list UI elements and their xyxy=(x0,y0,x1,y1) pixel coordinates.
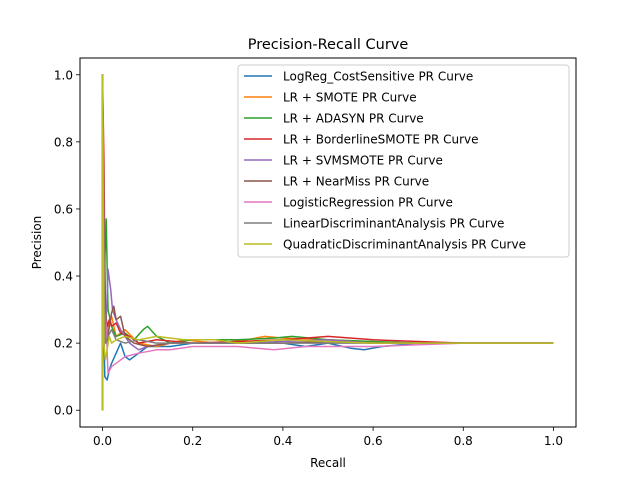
series-line-9 xyxy=(101,74,554,411)
legend-label: LogReg_CostSensitive PR Curve xyxy=(283,70,473,84)
legend-label: LR + NearMiss PR Curve xyxy=(283,175,429,189)
legend-frame xyxy=(237,64,570,258)
y-tick-label: 0.4 xyxy=(54,270,73,284)
legend-label: LR + BorderlineSMOTE PR Curve xyxy=(283,133,479,147)
legend-label: LR + SVMSMOTE PR Curve xyxy=(283,154,443,168)
y-tick-label: 0.2 xyxy=(54,337,73,351)
x-tick-label: 0.6 xyxy=(364,434,383,448)
y-tick-label: 0.0 xyxy=(54,404,73,418)
legend-label: QuadraticDiscriminantAnalysis PR Curve xyxy=(283,238,526,252)
plot-lines xyxy=(101,74,554,411)
y-tick-label: 0.6 xyxy=(54,202,73,216)
y-tick-label: 1.0 xyxy=(54,68,73,82)
legend-label: LR + ADASYN PR Curve xyxy=(283,112,424,126)
legend-label: LogisticRegression PR Curve xyxy=(283,196,453,210)
x-tick-label: 1.0 xyxy=(544,434,563,448)
y-tick-label: 0.8 xyxy=(54,135,73,149)
plot-frame xyxy=(79,57,577,428)
x-tick-label: 0.4 xyxy=(273,434,292,448)
x-axis-label: Recall xyxy=(310,456,346,470)
y-axis-label: Precision xyxy=(30,216,44,270)
x-tick-label: 0.2 xyxy=(183,434,202,448)
legend: LogReg_CostSensitive PR Curve LR + SMOTE … xyxy=(237,64,570,258)
legend-label: LR + SMOTE PR Curve xyxy=(283,91,417,105)
x-tick-label: 0.0 xyxy=(93,434,112,448)
x-tick-label: 0.8 xyxy=(454,434,473,448)
x-axis-ticks: 0.0 0.2 0.4 0.6 0.8 1.0 xyxy=(93,427,563,448)
legend-label: LinearDiscriminantAnalysis PR Curve xyxy=(283,217,504,231)
chart-title: Precision-Recall Curve xyxy=(248,37,409,53)
y-axis-ticks: 0.0 0.2 0.4 0.6 0.8 1.0 xyxy=(54,68,80,418)
